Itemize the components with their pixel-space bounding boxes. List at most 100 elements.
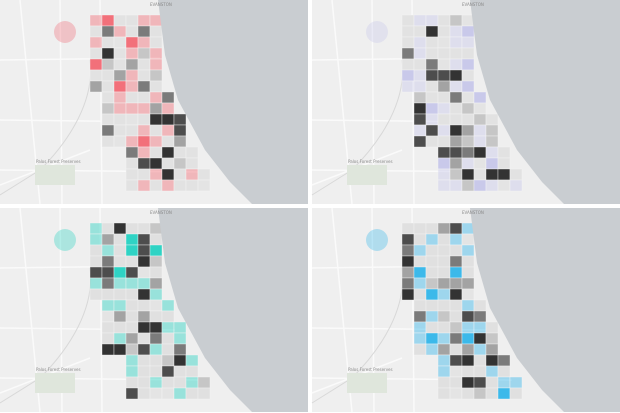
tract <box>401 222 415 235</box>
tract <box>89 288 103 301</box>
tract <box>425 14 439 27</box>
tract <box>161 321 175 334</box>
tract <box>449 332 463 345</box>
tract <box>149 102 163 115</box>
tract <box>401 244 415 257</box>
tract <box>137 168 151 181</box>
tract <box>101 25 115 38</box>
tract <box>461 179 475 192</box>
tract <box>413 244 427 257</box>
tract <box>89 47 103 60</box>
tract <box>125 343 139 356</box>
tract <box>101 80 115 93</box>
tract <box>497 387 511 400</box>
tract <box>437 321 451 334</box>
tract <box>485 354 499 367</box>
tract <box>425 288 439 301</box>
tract <box>509 168 523 181</box>
tract <box>449 69 463 82</box>
tract <box>89 80 103 93</box>
tract <box>401 47 415 60</box>
tract <box>137 146 151 159</box>
tract <box>449 102 463 115</box>
tract <box>461 36 475 49</box>
tract <box>485 135 499 148</box>
map-panel: EVANSTON Palos Forest Preserves <box>311 0 620 205</box>
place-label: Palos Forest Preserves <box>348 159 393 164</box>
tract <box>101 58 115 71</box>
tract <box>113 69 127 82</box>
tract <box>437 124 451 137</box>
tract <box>125 288 139 301</box>
tract <box>473 135 487 148</box>
tract <box>437 288 451 301</box>
tract <box>149 58 163 71</box>
tract <box>449 255 463 268</box>
tract <box>101 222 115 235</box>
tract <box>173 168 187 181</box>
tract <box>113 244 127 257</box>
tract <box>449 354 463 367</box>
tract <box>449 58 463 71</box>
tract <box>137 255 151 268</box>
forest-preserve <box>35 165 75 185</box>
tract <box>401 25 415 38</box>
road <box>0 57 161 61</box>
tract <box>461 299 475 312</box>
tract <box>149 69 163 82</box>
tract <box>125 321 139 334</box>
tract <box>473 321 487 334</box>
tract <box>197 376 211 389</box>
tract <box>185 387 199 400</box>
tract <box>461 25 475 38</box>
tract <box>437 387 451 400</box>
tract <box>413 255 427 268</box>
tract <box>125 299 139 312</box>
tract <box>125 157 139 170</box>
tract <box>137 91 151 104</box>
tract <box>449 113 463 126</box>
tract <box>449 244 463 257</box>
tract <box>125 376 139 389</box>
tract <box>413 102 427 115</box>
tract <box>125 387 139 400</box>
tract <box>137 266 151 279</box>
tract <box>437 36 451 49</box>
tract <box>137 14 151 27</box>
tract <box>461 80 475 93</box>
lake <box>158 208 308 412</box>
tract <box>413 288 427 301</box>
tract <box>149 47 163 60</box>
tract <box>425 299 439 312</box>
tract <box>497 354 511 367</box>
tract <box>449 157 463 170</box>
tract <box>461 310 475 323</box>
tract <box>149 277 163 290</box>
tract <box>485 321 499 334</box>
tract <box>185 157 199 170</box>
tract <box>137 58 151 71</box>
tract <box>101 36 115 49</box>
tract <box>485 124 499 137</box>
tract <box>401 255 415 268</box>
tract <box>113 310 127 323</box>
tract <box>161 179 175 192</box>
tract <box>125 113 139 126</box>
tract <box>149 168 163 181</box>
tract <box>173 365 187 378</box>
tract <box>101 102 115 115</box>
tract <box>125 168 139 181</box>
suburb-area <box>366 21 388 43</box>
tract <box>197 168 211 181</box>
tract <box>473 102 487 115</box>
tract <box>485 168 499 181</box>
tract <box>413 69 427 82</box>
tract <box>413 47 427 60</box>
tract <box>125 25 139 38</box>
place-label: EVANSTON <box>150 210 172 215</box>
map-panel: EVANSTON Palos Forest Preserves <box>0 0 308 205</box>
tract <box>89 222 103 235</box>
tract <box>425 113 439 126</box>
tract <box>437 343 451 356</box>
tract <box>449 277 463 290</box>
